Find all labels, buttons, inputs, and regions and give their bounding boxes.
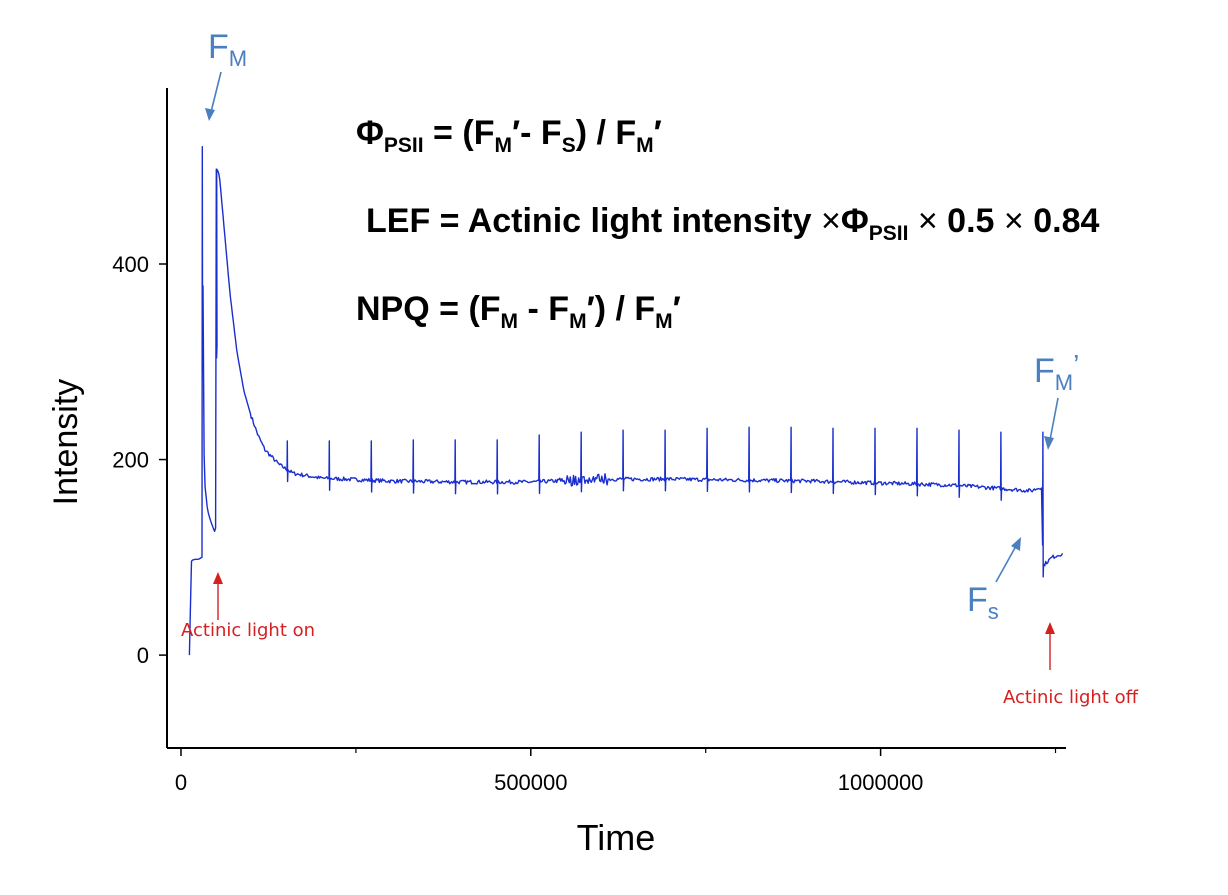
x-tick-label: 500000 <box>494 770 567 795</box>
actinic-off-arrow <box>1045 622 1055 670</box>
y-tick-label: 0 <box>137 643 149 668</box>
ticks: 0 200 400 0 500000 1000000 <box>112 252 1057 795</box>
fm-label-sub: M <box>229 46 247 71</box>
fs-arrow <box>995 537 1021 583</box>
x-axis-title: Time <box>577 817 656 858</box>
actinic-on-arrow <box>213 572 223 620</box>
equation-phi-psii: ΦPSII = (FM′- FS) / FM′ <box>356 114 662 157</box>
x-tick-label: 1000000 <box>838 770 924 795</box>
fm-label-main: F <box>208 28 229 66</box>
intensity-line <box>188 146 1064 656</box>
fm-prime-mark: ’ <box>1073 349 1079 380</box>
y-axis-title: Intensity <box>47 379 85 506</box>
fs-label: Fs <box>967 581 999 624</box>
fs-label-main: F <box>967 581 988 619</box>
y-tick-label: 200 <box>112 448 149 473</box>
fm-label: FM <box>208 28 247 71</box>
fs-label-sub: s <box>988 599 999 624</box>
y-tick-label: 400 <box>112 252 149 277</box>
intensity-trace <box>188 146 1064 656</box>
x-tick-label: 0 <box>175 770 187 795</box>
fm-prime-arrow <box>1044 397 1059 450</box>
actinic-on-label: Actinic light on <box>181 620 315 641</box>
fm-arrow <box>205 71 222 121</box>
fm-prime-main: F <box>1034 352 1055 390</box>
equation-npq: NPQ = (FM - FM′) / FM′ <box>356 290 681 333</box>
fm-prime-label: FM’ <box>1034 349 1079 395</box>
fm-prime-sub: M <box>1055 370 1073 395</box>
equation-lef: LEF = Actinic light intensity ×ΦPSII × 0… <box>366 202 1099 245</box>
actinic-off-label: Actinic light off <box>1003 687 1139 708</box>
